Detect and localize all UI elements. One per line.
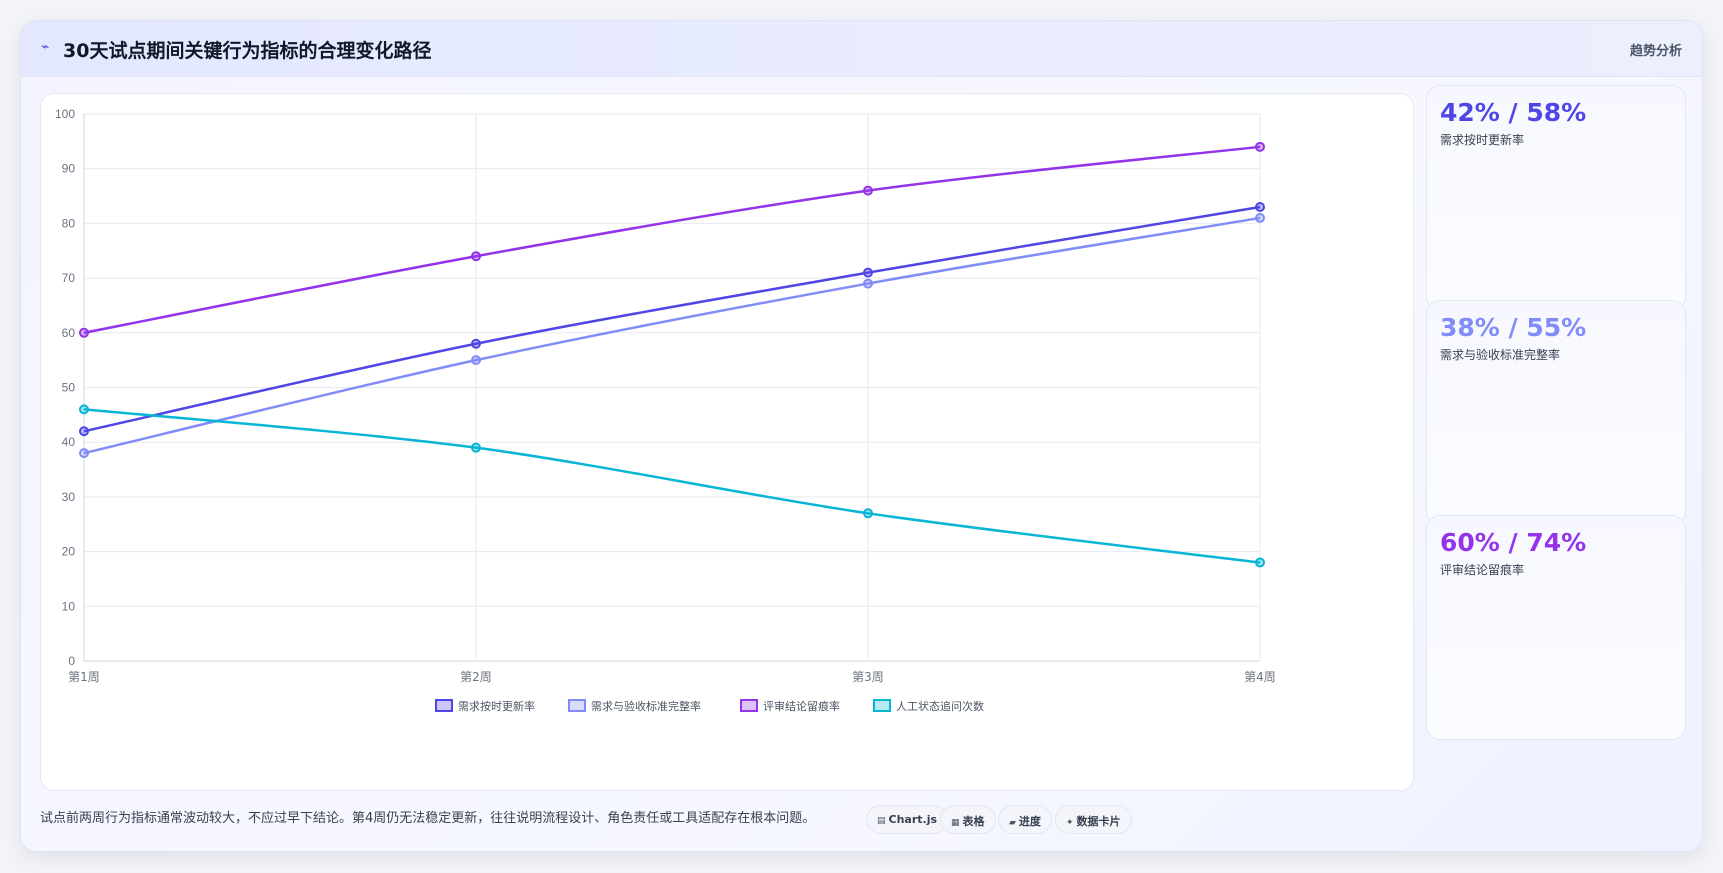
chip-label: 进度 [1018, 815, 1041, 828]
x-tick-label: 第3周 [852, 670, 884, 684]
chart-panel: 0 10 20 30 40 50 60 70 80 90 100 第1周 第2周 第3周 第4周需求按时更新… [40, 93, 1414, 791]
chip-chartjs[interactable]: ▤ Chart.js [866, 805, 949, 834]
trend-line-icon: ⌁ [41, 39, 50, 55]
data-point [79, 448, 89, 459]
stat-label: 需求按时更新率 [1440, 133, 1525, 147]
data-point [863, 267, 873, 278]
data-point [79, 404, 89, 415]
y-tick-label: 70 [62, 271, 76, 285]
stat-card-update-rate: 42% / 58% 需求按时更新率 [1426, 85, 1686, 310]
chip-label: Chart.js [888, 813, 938, 826]
legend-swatch [873, 699, 891, 712]
chip-data-cards[interactable]: ✦ 数据卡片 [1055, 805, 1132, 834]
legend-swatch [568, 699, 586, 712]
data-point [863, 185, 873, 196]
table-icon: ▦ [951, 818, 960, 828]
page-title: 30天试点期间关键行为指标的合理变化路径 [63, 40, 432, 62]
data-point [471, 251, 481, 262]
data-point [79, 327, 89, 338]
header-tag: 趋势分析 [1629, 44, 1682, 59]
card-header: ⌁ 30天试点期间关键行为指标的合理变化路径 趋势分析 [21, 21, 1702, 77]
stat-value: 42% / 58% [1440, 98, 1587, 127]
chart-icon: ▤ [877, 816, 886, 826]
x-tick-label: 第1周 [68, 670, 100, 684]
legend-label: 评审结论留痕率 [763, 699, 840, 713]
y-tick-label: 50 [62, 381, 76, 395]
stat-card-completeness-rate: 38% / 55% 需求与验收标准完整率 [1426, 300, 1686, 525]
y-tick-label: 30 [62, 490, 76, 504]
legend-swatch [740, 699, 758, 712]
x-tick-label: 第2周 [460, 670, 492, 684]
line-chart: 0 10 20 30 40 50 60 70 80 90 100 第1周 第2周 第3周 第4周需求按时更新… [55, 107, 1276, 713]
stat-label: 评审结论留痕率 [1440, 563, 1525, 577]
series-line-2 [83, 216, 1261, 455]
data-point [863, 508, 873, 519]
legend-label: 人工状态追问次数 [896, 699, 984, 713]
stat-label: 需求与验收标准完整率 [1440, 348, 1561, 362]
data-point [863, 278, 873, 289]
data-point [471, 442, 481, 453]
legend-label: 需求按时更新率 [458, 699, 535, 713]
footnote: 试点前两周行为指标通常波动较大，不应过早下结论。第4周仍无法稳定更新，往往说明流… [40, 811, 816, 826]
chip-label: 表格 [962, 815, 985, 828]
progress-icon: ▰ [1009, 818, 1016, 828]
data-point [471, 355, 481, 366]
data-point [1255, 201, 1265, 212]
chart-card: ⌁ 30天试点期间关键行为指标的合理变化路径 趋势分析 0 10 20 30 40 50 6… [20, 20, 1703, 852]
sparkle-icon: ✦ [1066, 818, 1074, 828]
chip-table[interactable]: ▦ 表格 [940, 805, 996, 834]
y-tick-label: 40 [62, 435, 76, 449]
data-point [1255, 141, 1265, 152]
x-tick-label: 第4周 [1244, 670, 1276, 684]
stat-value: 60% / 74% [1440, 528, 1587, 557]
chip-progress[interactable]: ▰ 进度 [998, 805, 1052, 834]
chip-label: 数据卡片 [1076, 815, 1121, 828]
y-tick-label: 60 [62, 326, 76, 340]
data-point [471, 338, 481, 349]
y-tick-label: 0 [68, 654, 75, 668]
series-line-4 [83, 408, 1261, 564]
y-tick-label: 90 [62, 162, 76, 176]
legend-label: 需求与验收标准完整率 [591, 699, 701, 713]
series-line-1 [83, 205, 1261, 433]
data-point [1255, 557, 1265, 568]
data-point [79, 426, 89, 437]
data-point [1255, 212, 1265, 223]
y-tick-label: 80 [62, 216, 76, 230]
series-line-3 [83, 145, 1261, 335]
y-tick-label: 10 [62, 599, 76, 613]
stat-value: 38% / 55% [1440, 313, 1587, 342]
y-tick-label: 100 [55, 107, 75, 121]
legend-swatch [435, 699, 453, 712]
stat-card-review-trace-rate: 60% / 74% 评审结论留痕率 [1426, 515, 1686, 740]
y-tick-label: 20 [62, 545, 76, 559]
